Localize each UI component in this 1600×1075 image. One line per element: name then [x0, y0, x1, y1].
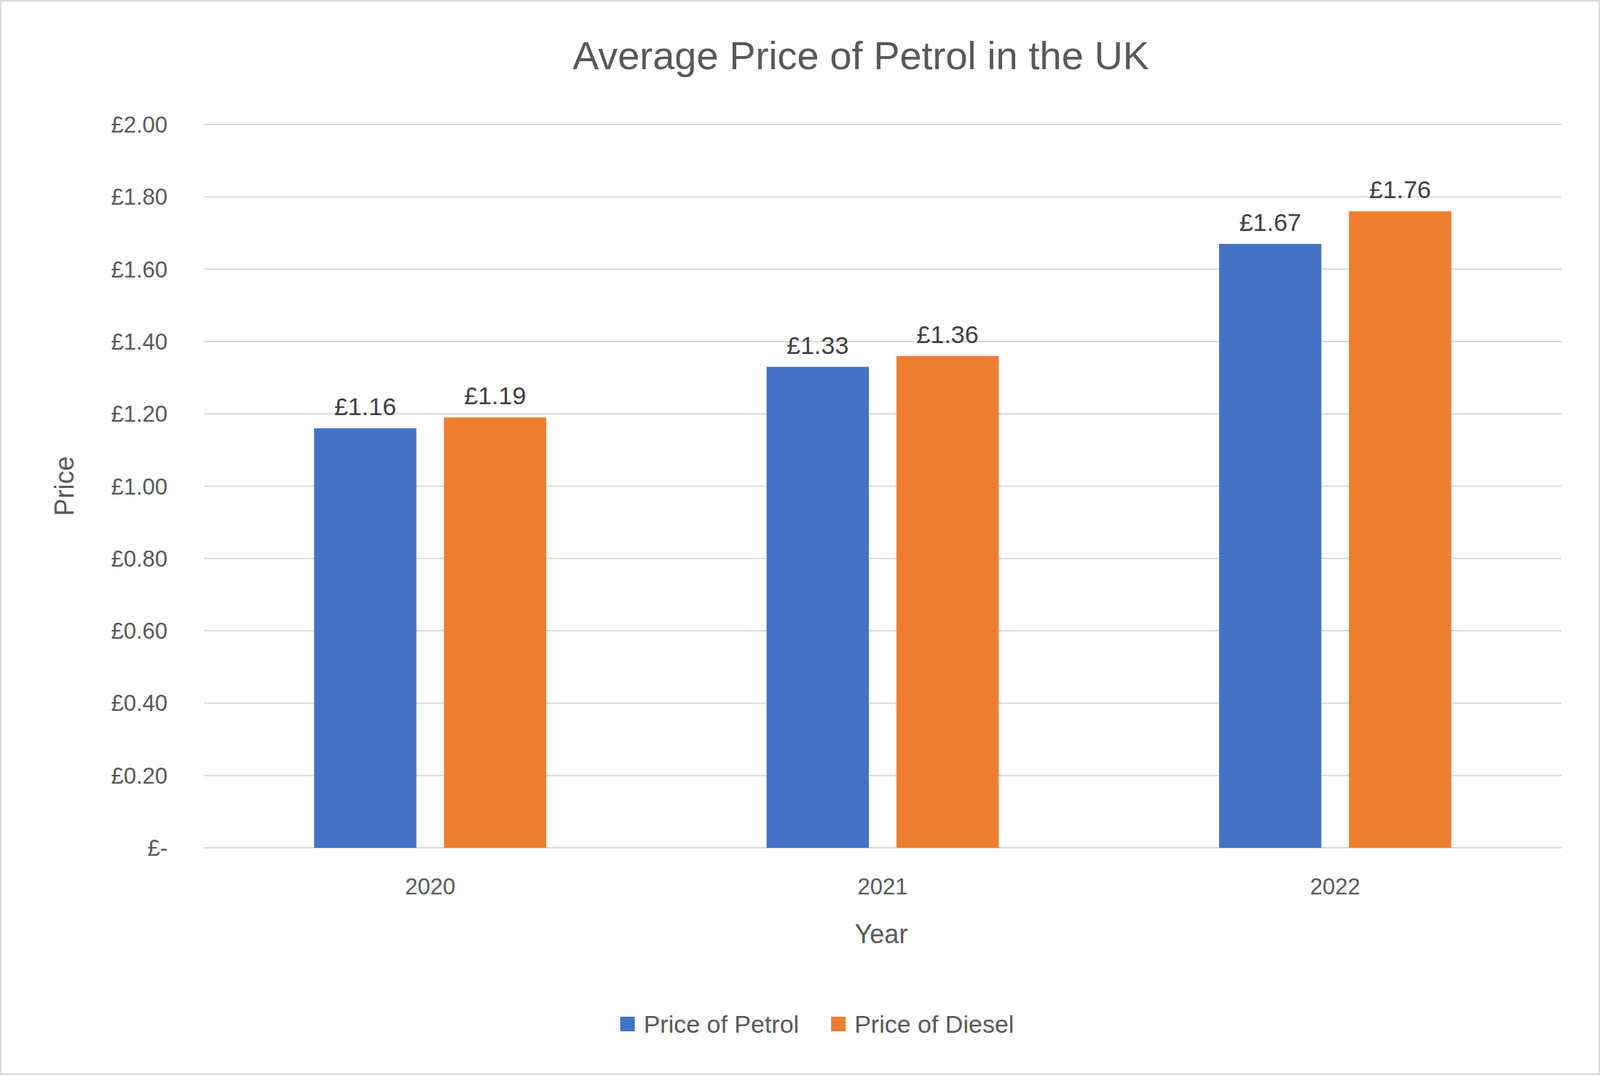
y-axis-title: Price	[49, 455, 80, 516]
y-tick-label: £1.80	[110, 184, 168, 210]
legend-label: Price of Petrol	[643, 1010, 800, 1038]
grid-line	[203, 123, 1562, 126]
x-tick-label: 2022	[1310, 873, 1361, 900]
data-label: £1.36	[916, 320, 979, 349]
grid-line	[203, 195, 1562, 198]
y-tick-label: £2.00	[110, 112, 168, 138]
title: Average Price of Petrol in the UK	[572, 33, 1149, 78]
x-axis-title: Year	[854, 919, 909, 949]
data-label: £1.67	[1239, 208, 1302, 236]
bars	[313, 211, 1451, 848]
bar	[313, 428, 416, 848]
background	[0, 0, 1600, 1075]
bar	[766, 367, 869, 848]
y-tick-label: £0.20	[110, 763, 168, 789]
chart: Average Price of Petrol in the UK £- £0.20…	[0, 0, 1600, 1075]
y-tick-label: £0.80	[110, 546, 168, 572]
bar	[1348, 211, 1451, 848]
y-tick-label: £1.60	[110, 257, 168, 283]
data-label: £1.33	[786, 331, 849, 360]
y-tick-label: £1.40	[110, 329, 168, 355]
y-tick-label: £1.00	[110, 474, 168, 500]
bar	[444, 417, 547, 848]
bar	[1219, 243, 1322, 848]
x-tick-label: 2020	[404, 873, 456, 900]
legend-swatch	[830, 1016, 846, 1032]
y-tick-label: £0.40	[110, 690, 168, 716]
legend-label: Price of Diesel	[854, 1010, 1014, 1038]
x-tick-label: 2021	[857, 873, 909, 900]
data-label: £1.19	[463, 381, 526, 410]
legend: Price of Petrol Price of Diesel	[620, 1010, 1015, 1038]
data-label: £1.16	[334, 392, 397, 421]
data-label: £1.76	[1369, 175, 1432, 204]
y-tick-label: £1.20	[110, 401, 168, 427]
y-tick-label: £-	[147, 835, 168, 861]
y-tick-label: £0.60	[110, 618, 168, 644]
bar	[896, 356, 999, 848]
legend-swatch	[620, 1016, 636, 1032]
